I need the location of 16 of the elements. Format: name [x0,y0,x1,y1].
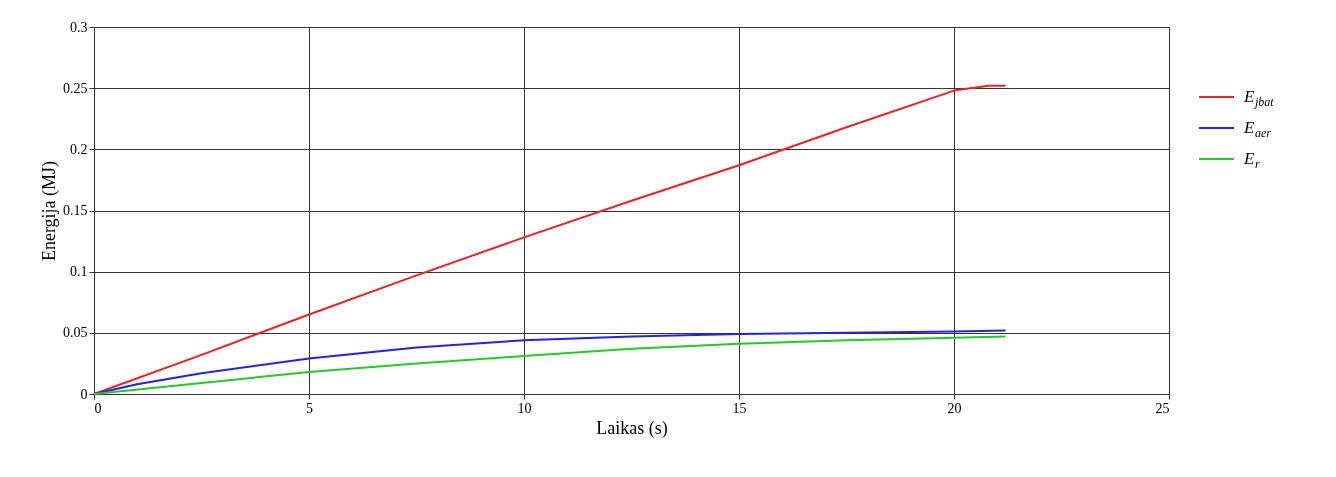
x-tick-label: 5 [306,400,313,416]
y-tick-label: 0.1 [70,264,88,280]
y-tick-label: 0.15 [63,203,88,218]
x-tick-label: 15 [732,400,747,416]
y-tick-label: 0 [80,386,88,402]
x-tick-label: 0 [94,400,102,416]
x-axis-title: Laikas (s) [596,417,668,439]
y-axis-title: Energija (MJ) [39,160,60,262]
x-tick-label: 20 [947,400,962,416]
y-tick-label: 0.2 [70,141,88,157]
x-tick-label: 10 [517,400,532,416]
y-tick-label: 0.3 [70,19,88,35]
x-tick-label: 25 [1155,400,1170,416]
line-series [93,84,1007,395]
y-tick-label: 0.05 [63,325,88,341]
y-tick-label: 0.25 [63,80,88,96]
